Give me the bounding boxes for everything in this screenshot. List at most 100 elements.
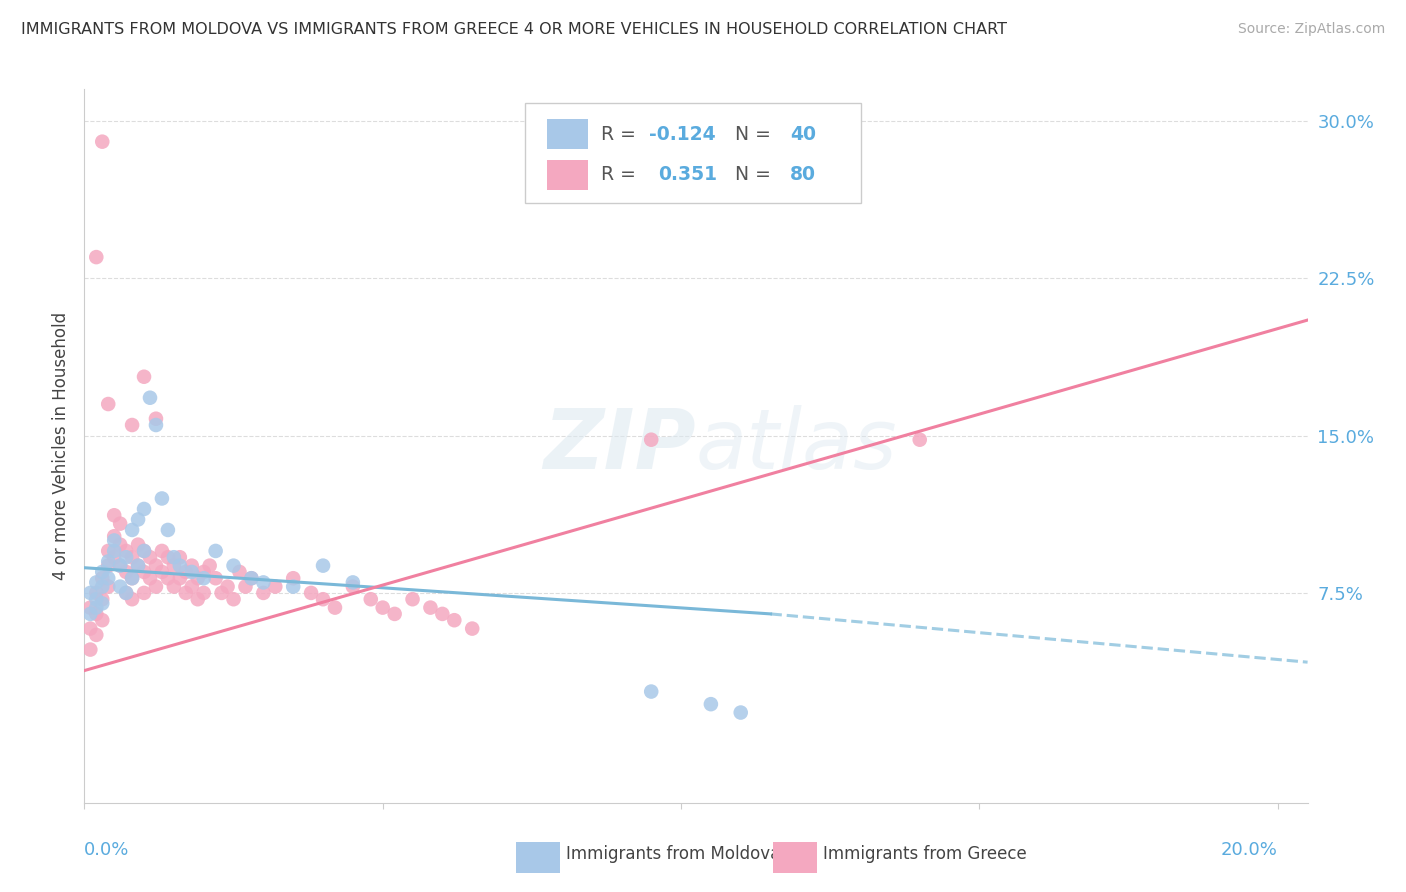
Point (252, 586, 274, 600)
Point (127, 512, 149, 526)
Point (97, 558, 120, 573)
Point (103, 529, 125, 543)
Text: Source: ZipAtlas.com: Source: ZipAtlas.com (1237, 22, 1385, 37)
Point (150, 491, 173, 506)
Text: ZIP: ZIP (543, 406, 696, 486)
Point (240, 571, 263, 585)
Text: 0.351: 0.351 (658, 165, 717, 185)
Point (103, 544, 125, 558)
Point (97, 397, 120, 411)
Point (156, 571, 179, 585)
Point (91, 135, 114, 149)
Point (198, 558, 221, 573)
Point (180, 580, 202, 594)
Point (121, 523, 143, 537)
Point (79, 586, 101, 600)
Y-axis label: 4 or more Vehicles in Household: 4 or more Vehicles in Household (52, 312, 70, 580)
Point (108, 580, 131, 594)
Point (84, 575, 107, 590)
Point (156, 550, 179, 565)
Point (419, 600, 441, 615)
Text: atlas: atlas (696, 406, 897, 486)
Point (121, 417, 143, 432)
Point (115, 586, 138, 600)
Text: N =: N = (735, 125, 778, 144)
Point (384, 607, 406, 621)
Point (235, 580, 257, 594)
Point (121, 550, 143, 565)
Point (108, 538, 131, 552)
Point (79, 607, 101, 621)
Point (342, 580, 364, 594)
Text: 20.0%: 20.0% (1220, 840, 1278, 859)
Point (169, 558, 191, 573)
Point (84, 592, 107, 607)
Point (443, 613, 465, 627)
Point (264, 580, 287, 594)
Point (115, 544, 138, 558)
Point (360, 592, 382, 607)
Point (145, 411, 167, 425)
Point (132, 586, 155, 600)
Point (299, 586, 322, 600)
Point (156, 523, 179, 537)
Point (84, 600, 107, 615)
Point (401, 592, 423, 607)
Point (222, 558, 245, 573)
Point (127, 538, 149, 552)
FancyBboxPatch shape (547, 160, 588, 190)
Point (432, 607, 454, 621)
Point (640, 684, 662, 698)
Point (193, 586, 215, 600)
Point (700, 697, 723, 711)
Point (283, 571, 305, 585)
Point (150, 565, 173, 579)
Point (115, 565, 138, 579)
Point (132, 544, 155, 558)
Text: N =: N = (735, 165, 778, 185)
Point (371, 600, 394, 615)
Point (342, 575, 364, 590)
Point (132, 502, 155, 516)
Point (127, 558, 149, 573)
FancyBboxPatch shape (547, 120, 588, 149)
Text: R =: R = (600, 125, 641, 144)
Point (240, 571, 263, 585)
Point (228, 565, 250, 579)
Point (163, 550, 186, 565)
Point (312, 592, 335, 607)
Point (132, 369, 155, 384)
Point (312, 558, 335, 573)
Point (180, 565, 202, 579)
Text: -0.124: -0.124 (650, 125, 716, 144)
Point (79, 600, 101, 615)
Point (169, 571, 191, 585)
Point (132, 565, 155, 579)
Point (145, 558, 167, 573)
Point (174, 586, 197, 600)
Point (139, 391, 162, 405)
Point (730, 706, 752, 720)
Point (139, 550, 162, 565)
Point (908, 433, 931, 447)
Point (163, 558, 186, 573)
Text: Immigrants from Greece: Immigrants from Greece (823, 846, 1026, 863)
Point (252, 575, 274, 590)
Text: 0.0%: 0.0% (84, 840, 129, 859)
FancyBboxPatch shape (524, 103, 860, 203)
Text: 80: 80 (790, 165, 815, 185)
Text: R =: R = (600, 165, 647, 185)
Point (84, 586, 107, 600)
Point (121, 571, 143, 585)
Point (163, 580, 186, 594)
Point (108, 558, 131, 573)
Point (97, 554, 120, 568)
Point (132, 544, 155, 558)
Point (139, 571, 162, 585)
Point (204, 544, 226, 558)
Text: 40: 40 (790, 125, 815, 144)
Point (180, 558, 202, 573)
Point (103, 533, 125, 548)
Point (283, 580, 305, 594)
Point (217, 580, 239, 594)
